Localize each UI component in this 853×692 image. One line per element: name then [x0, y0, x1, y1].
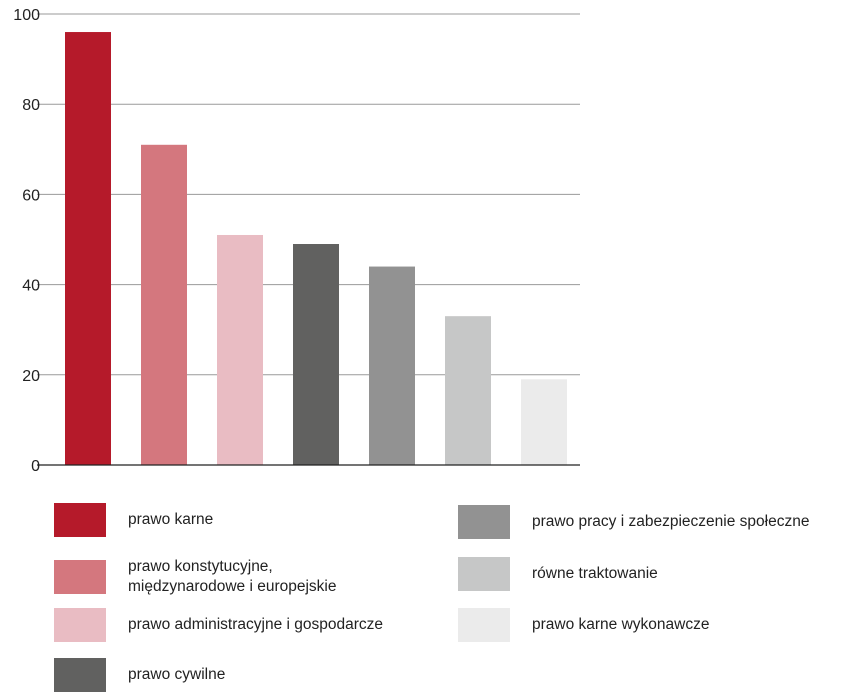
legend-item-prawo-konstytucyjne: prawo konstytucyjne, międzynarodowe i eur…: [54, 557, 337, 597]
y-tick-label: 100: [13, 7, 40, 24]
y-tick-label: 60: [22, 187, 40, 204]
legend-swatch: [458, 505, 510, 539]
legend-swatch: [54, 658, 106, 692]
bar: [141, 144, 187, 466]
y-tick-label: 40: [22, 278, 40, 295]
legend-item-rowne-traktowanie: równe traktowanie: [458, 557, 658, 591]
legend-swatch: [458, 608, 510, 642]
y-tick-label: 20: [22, 368, 40, 385]
bar: [521, 379, 567, 465]
legend-label: prawo konstytucyjne, międzynarodowe i eur…: [128, 558, 337, 595]
y-tick-label: 80: [22, 97, 40, 114]
legend-item-prawo-cywilne: prawo cywilne: [54, 658, 225, 692]
legend-label: prawo pracy i zabezpieczenie społeczne: [532, 513, 810, 530]
legend-label: prawo administracyjne i gospodarcze: [128, 616, 384, 633]
legend-swatch: [54, 503, 106, 537]
bar: [65, 32, 111, 465]
bar: [293, 244, 339, 465]
y-tick-label: 0: [31, 458, 40, 475]
bar: [369, 266, 415, 465]
legend-swatch: [54, 560, 106, 594]
legend-item-prawo-karne: prawo karne: [54, 503, 213, 537]
legend-label: prawo karne: [128, 511, 214, 528]
legend-label: równe traktowanie: [532, 565, 658, 582]
legend-label: prawo karne wykonawcze: [532, 616, 710, 633]
legend-swatch: [458, 557, 510, 591]
legend-label: prawo cywilne: [128, 666, 226, 683]
bar: [217, 234, 263, 465]
legend-item-prawo-pracy: prawo pracy i zabezpieczenie społeczne: [458, 505, 809, 539]
legend-item-prawo-administracyjne: prawo administracyjne i gospodarcze: [54, 608, 383, 642]
legend-swatch: [54, 608, 106, 642]
bars: [65, 32, 567, 466]
y-axis-ticks: 0 20 40 60 80 100: [13, 7, 40, 475]
bar: [445, 316, 491, 465]
bar-chart: 0 20 40 60 80 100: [13, 7, 580, 475]
legend-item-prawo-karne-wykonawcze: prawo karne wykonawcze: [458, 608, 709, 642]
